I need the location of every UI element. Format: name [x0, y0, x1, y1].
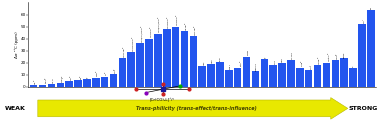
Bar: [190, 36, 197, 87]
Text: CH$_3$COO$^-$: CH$_3$COO$^-$: [149, 26, 155, 38]
Text: Cl$^-$: Cl$^-$: [105, 71, 110, 76]
Bar: [216, 62, 224, 87]
Text: HCN: HCN: [282, 58, 283, 62]
Text: SnO$_4^{2-}$: SnO$_4^{2-}$: [60, 74, 67, 83]
Bar: [287, 60, 295, 87]
Bar: [305, 70, 313, 87]
Bar: [39, 85, 46, 87]
Text: I$^-$: I$^-$: [264, 55, 270, 59]
Text: $t$-Bu$^-$: $t$-Bu$^-$: [43, 76, 48, 84]
Text: I$^-$: I$^-$: [87, 75, 92, 79]
Bar: [270, 65, 277, 87]
Text: NCCH$_3$: NCCH$_3$: [291, 51, 296, 60]
Text: Trans-philicity (trans-effect/trans-influence): Trans-philicity (trans-effect/trans-infl…: [136, 106, 257, 111]
Text: CH$_3$CH$_2$COO$^-$: CH$_3$CH$_2$COO$^-$: [131, 35, 137, 51]
Text: H$_2$O: H$_2$O: [211, 57, 216, 64]
Bar: [30, 85, 37, 87]
Text: [Cr(CO)₅L]⁺/°: [Cr(CO)₅L]⁺/°: [150, 98, 175, 102]
Bar: [136, 43, 144, 87]
Bar: [101, 77, 108, 87]
Text: CCl$_3$COO$^-$: CCl$_3$COO$^-$: [122, 45, 128, 58]
Bar: [172, 27, 180, 87]
Text: $\eta^2$-H: $\eta^2$-H: [51, 77, 57, 84]
Bar: [260, 59, 268, 87]
Text: EtO$^-$: EtO$^-$: [238, 60, 244, 67]
Bar: [154, 34, 162, 87]
Text: CNMe$^-$: CNMe$^-$: [318, 55, 323, 65]
FancyArrow shape: [38, 98, 348, 119]
Bar: [48, 84, 55, 87]
Text: ClO$_4^-$: ClO$_4^-$: [300, 60, 306, 67]
Text: Me$^-$: Me$^-$: [34, 78, 39, 85]
Bar: [234, 68, 242, 87]
Text: NH$_4^+$: NH$_4^+$: [309, 63, 315, 70]
Text: CH$_3$(OH)$_2$COO$^-$: CH$_3$(OH)$_2$COO$^-$: [140, 25, 146, 43]
Bar: [74, 80, 82, 87]
Text: Br$^-$: Br$^-$: [78, 74, 84, 80]
Bar: [367, 10, 375, 87]
Text: NO$^+$: NO$^+$: [362, 17, 368, 24]
Bar: [119, 58, 126, 87]
Text: NO$_2^-$: NO$_2^-$: [113, 67, 119, 74]
Text: CH$_2$FCOO$^-$: CH$_2$FCOO$^-$: [167, 15, 172, 29]
Text: PMe$_3$: PMe$_3$: [246, 49, 252, 56]
Text: CNtBu$^-$: CNtBu$^-$: [327, 52, 332, 62]
Bar: [332, 60, 339, 87]
Bar: [314, 65, 321, 87]
Bar: [252, 71, 259, 87]
Text: H$_2$S: H$_2$S: [202, 60, 208, 66]
Text: CNMe: CNMe: [344, 51, 345, 58]
Text: WEAK: WEAK: [5, 106, 26, 111]
Text: CO: CO: [371, 6, 372, 9]
Text: PHF$_2$: PHF$_2$: [229, 63, 234, 70]
Text: CHFCOO$^-$: CHFCOO$^-$: [176, 14, 181, 26]
Bar: [110, 74, 117, 87]
Bar: [358, 24, 366, 87]
Bar: [127, 52, 135, 87]
Bar: [225, 70, 232, 87]
Bar: [181, 31, 188, 87]
Text: CF$_3$COO$^-$: CF$_3$COO$^-$: [194, 24, 199, 36]
Bar: [207, 64, 215, 87]
Bar: [57, 83, 64, 87]
Text: STRONG: STRONG: [348, 106, 378, 111]
Text: SH$^-$: SH$^-$: [69, 75, 74, 81]
Bar: [83, 79, 91, 87]
Y-axis label: Δσ ¹³C (ppm): Δσ ¹³C (ppm): [14, 31, 19, 58]
Bar: [243, 57, 250, 87]
Bar: [145, 39, 153, 87]
Bar: [65, 81, 73, 87]
Bar: [163, 29, 170, 87]
Text: HCOO$^-$: HCOO$^-$: [184, 21, 190, 31]
Bar: [198, 66, 206, 87]
Text: SCN$^-$: SCN$^-$: [96, 70, 101, 77]
Text: CNH$^-$: CNH$^-$: [335, 52, 341, 60]
Text: SCN: SCN: [220, 57, 221, 61]
Bar: [92, 78, 99, 87]
Bar: [349, 68, 357, 87]
Bar: [341, 58, 348, 87]
Text: CH$_2$(OH)COO$^-$: CH$_2$(OH)COO$^-$: [158, 16, 163, 33]
Text: NH$_3$: NH$_3$: [273, 59, 279, 65]
Bar: [323, 63, 330, 87]
Bar: [296, 68, 304, 87]
Bar: [278, 63, 286, 87]
Text: Py: Py: [353, 65, 354, 67]
